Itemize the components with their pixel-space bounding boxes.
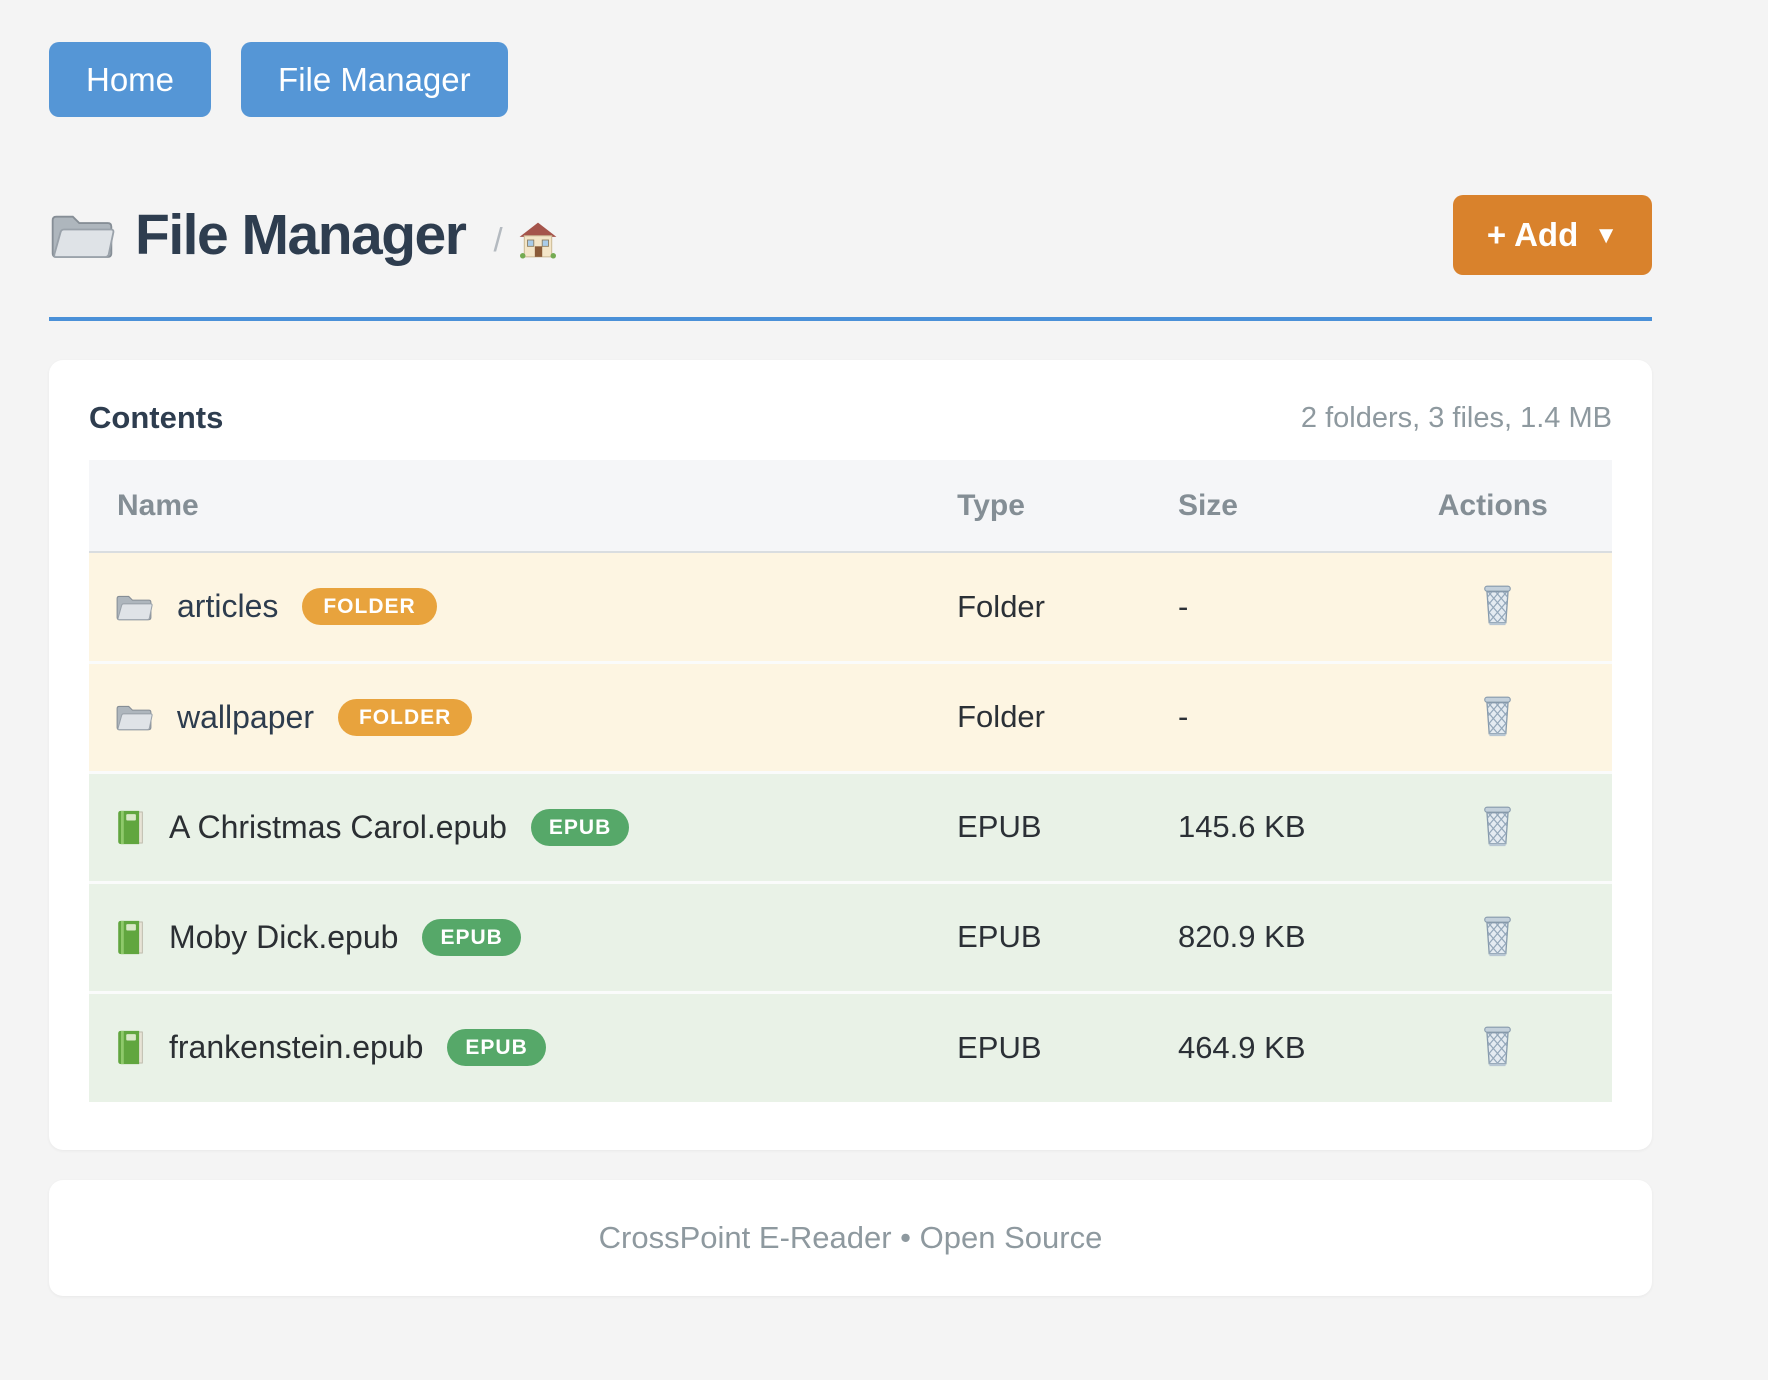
folder-icon: [49, 207, 115, 263]
table-row: frankenstein.epub EPUB EPUB 464.9 KB: [89, 992, 1612, 1102]
home-icon: [518, 221, 558, 259]
book-icon: [115, 919, 145, 956]
page-header: File Manager /: [49, 195, 1652, 275]
breadcrumb-separator: /: [493, 221, 503, 258]
size-cell: 145.6 KB: [1177, 772, 1384, 884]
column-header-name: Name: [89, 460, 958, 553]
name-cell: Moby Dick.epub EPUB: [89, 918, 957, 956]
delete-button[interactable]: [1476, 580, 1519, 633]
contents-card: Contents 2 folders, 3 files, 1.4 MB Name…: [49, 360, 1652, 1150]
file-name[interactable]: frankenstein.epub: [169, 1029, 424, 1066]
title-wrap: File Manager /: [49, 202, 558, 268]
type-badge: FOLDER: [302, 588, 437, 626]
add-button-label: + Add: [1486, 216, 1579, 253]
file-name[interactable]: wallpaper: [177, 698, 314, 735]
nav-home-button[interactable]: Home: [49, 42, 212, 117]
page-title: File Manager: [135, 203, 467, 267]
delete-button[interactable]: [1476, 1021, 1519, 1074]
table-row: A Christmas Carol.epub EPUB EPUB 145.6 K…: [89, 772, 1612, 884]
footer: CrossPoint E-Reader • Open Source: [49, 1180, 1652, 1296]
add-button[interactable]: + Add ▼: [1452, 195, 1652, 275]
size-cell: 820.9 KB: [1177, 882, 1384, 994]
delete-button[interactable]: [1476, 691, 1519, 744]
column-header-actions: Actions: [1383, 460, 1612, 553]
file-table: Name Type Size Actions: [89, 460, 1612, 1102]
card-head: Contents 2 folders, 3 files, 1.4 MB: [89, 400, 1612, 436]
type-cell: EPUB: [957, 992, 1178, 1102]
trash-icon: [1480, 584, 1515, 626]
type-cell: Folder: [957, 552, 1178, 664]
chevron-down-icon: ▼: [1594, 222, 1618, 249]
nav-file-manager-button[interactable]: File Manager: [241, 42, 508, 117]
table-row: wallpaper FOLDER Folder -: [89, 662, 1612, 774]
type-cell: EPUB: [957, 772, 1178, 884]
column-header-type: Type: [957, 460, 1178, 553]
breadcrumb-home-link[interactable]: [518, 221, 558, 259]
name-cell: wallpaper FOLDER: [89, 698, 957, 736]
header-divider: [49, 317, 1652, 321]
type-badge: EPUB: [447, 1029, 546, 1067]
size-cell: -: [1177, 552, 1384, 664]
column-header-size: Size: [1177, 460, 1384, 553]
file-name[interactable]: articles: [177, 588, 279, 625]
type-badge: EPUB: [422, 918, 521, 956]
table-header-row: Name Type Size Actions: [89, 460, 1612, 553]
name-cell: articles FOLDER: [89, 588, 957, 626]
type-cell: Folder: [957, 662, 1178, 774]
footer-text: CrossPoint E-Reader • Open Source: [598, 1220, 1103, 1255]
name-cell: A Christmas Carol.epub EPUB: [89, 808, 957, 846]
contents-heading: Contents: [89, 400, 224, 435]
folder-icon: [115, 701, 153, 733]
table-row: Moby Dick.epub EPUB EPUB 820.9 KB: [89, 882, 1612, 994]
page: Home File Manager File Manager /: [49, 0, 1652, 1296]
contents-summary: 2 folders, 3 files, 1.4 MB: [1300, 401, 1612, 434]
file-name[interactable]: Moby Dick.epub: [169, 918, 399, 955]
top-nav: Home File Manager: [49, 42, 1652, 117]
book-icon: [115, 809, 145, 846]
delete-button[interactable]: [1476, 911, 1519, 964]
size-cell: 464.9 KB: [1177, 992, 1384, 1102]
size-cell: -: [1177, 662, 1384, 774]
book-icon: [115, 1029, 145, 1066]
trash-icon: [1480, 805, 1515, 847]
trash-icon: [1480, 1025, 1515, 1067]
trash-icon: [1480, 915, 1515, 957]
type-cell: EPUB: [957, 882, 1178, 994]
type-badge: FOLDER: [337, 698, 473, 736]
breadcrumb: /: [493, 221, 557, 259]
delete-button[interactable]: [1476, 801, 1519, 854]
folder-icon: [115, 591, 153, 623]
file-name[interactable]: A Christmas Carol.epub: [169, 808, 507, 845]
trash-icon: [1480, 695, 1515, 737]
type-badge: EPUB: [530, 808, 630, 846]
table-row: articles FOLDER Folder -: [89, 552, 1612, 664]
name-cell: frankenstein.epub EPUB: [89, 1029, 957, 1067]
